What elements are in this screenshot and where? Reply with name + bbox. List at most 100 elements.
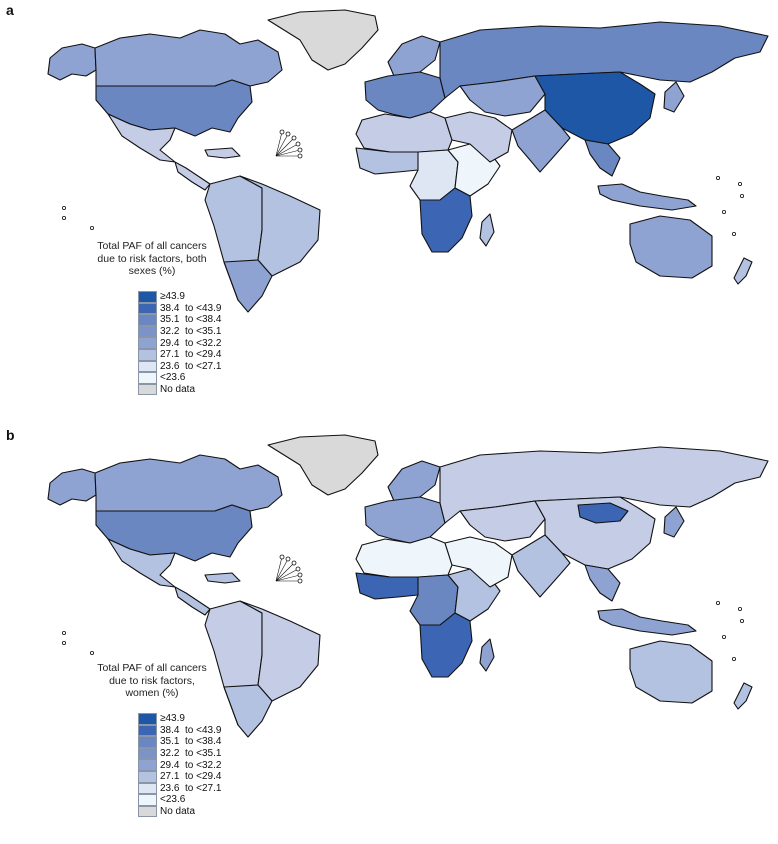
legend-title-line: Total PAF of all cancers (97, 240, 207, 252)
region-southeast-asia (584, 564, 621, 602)
legend-swatch (138, 325, 157, 338)
legend-label: 23.6 to <27.1 (160, 782, 222, 794)
island-marker (90, 225, 95, 230)
legend-label: 29.4 to <32.2 (160, 337, 222, 349)
panel-a: a Total PAF of all cancers due to risk f… (0, 0, 778, 420)
island-marker (297, 578, 303, 584)
legend-swatch (138, 314, 157, 326)
island-leader-line (275, 558, 289, 582)
island-marker (279, 129, 285, 135)
legend-swatch (138, 372, 157, 384)
region-west-africa (355, 572, 421, 600)
region-australia (629, 215, 713, 279)
region-greenland (267, 434, 379, 496)
legend-title: Total PAF of all cancers due to risk fac… (52, 662, 252, 700)
island-marker (722, 634, 727, 639)
legend-label: 29.4 to <32.2 (160, 759, 222, 771)
legend-swatch (138, 794, 157, 806)
legend-row: 35.1 to <38.4 (138, 314, 221, 326)
island-marker (62, 215, 67, 220)
legend-label: <23.6 (160, 794, 186, 806)
island-marker (279, 554, 285, 560)
legend-swatch (138, 337, 157, 349)
island-marker (738, 181, 743, 186)
legend-row: 35.1 to <38.4 (138, 736, 221, 748)
legend-label: 32.2 to <35.1 (160, 326, 222, 338)
legend: ≥43.9 38.4 to <43.9 35.1 to <38.4 32.2 to <… (138, 291, 222, 396)
island-marker (62, 630, 67, 635)
region-indonesia (597, 183, 697, 211)
legend-row: No data (138, 805, 221, 818)
region-europe (364, 71, 446, 119)
region-central-asia (459, 500, 546, 542)
legend-row: <23.6 (138, 372, 221, 384)
region-madagascar (479, 638, 495, 672)
island-marker (297, 572, 303, 578)
region-central-america (174, 586, 211, 616)
island-marker (291, 135, 297, 141)
region-alaska (47, 43, 97, 81)
island-marker (285, 556, 291, 562)
island-leader-line (275, 149, 301, 157)
island-marker (738, 606, 743, 611)
island-leader-line (275, 568, 299, 582)
legend-swatch (138, 360, 157, 373)
region-south-asia (511, 534, 571, 598)
island-marker (285, 131, 291, 137)
region-north-africa (355, 536, 453, 578)
region-madagascar (479, 213, 495, 247)
legend-row: 32.2 to <35.1 (138, 747, 221, 760)
legend-swatch (138, 747, 157, 760)
island-leader-line (275, 556, 283, 582)
island-marker (722, 209, 727, 214)
island-leader-line (275, 562, 295, 582)
world-map (47, 9, 769, 313)
region-indonesia (597, 608, 697, 636)
panel-letter: a (6, 2, 14, 18)
region-mexico (107, 538, 176, 588)
legend-label: ≥43.9 (160, 291, 185, 303)
legend-swatch (138, 736, 157, 748)
legend-swatch (138, 302, 157, 315)
region-brazil (239, 600, 321, 702)
region-west-africa (355, 147, 421, 175)
legend-row: ≥43.9 (138, 291, 221, 303)
legend-title-line: due to risk factors, both (97, 252, 207, 265)
legend-row: 23.6 to <27.1 (138, 782, 222, 795)
region-japan (663, 506, 685, 538)
region-brazil (239, 175, 321, 277)
legend-row: 27.1 to <29.4 (138, 770, 222, 783)
region-mexico (107, 113, 176, 163)
legend-label: 38.4 to <43.9 (160, 724, 222, 736)
region-central-asia (459, 75, 546, 117)
legend-swatch (138, 782, 157, 795)
region-south-asia (511, 109, 571, 173)
island-marker (295, 141, 301, 147)
region-southern-africa (419, 187, 473, 253)
island-leader-line (275, 143, 299, 157)
legend-swatch (138, 713, 157, 725)
legend-row: ≥43.9 (138, 713, 221, 725)
legend-label: 23.6 to <27.1 (160, 360, 222, 372)
legend-row: 29.4 to <32.2 (138, 337, 221, 349)
region-new-zealand (733, 682, 753, 710)
panel-letter: b (6, 427, 15, 443)
legend-swatch (138, 770, 157, 783)
legend-label: 38.4 to <43.9 (160, 302, 222, 314)
legend-row: 38.4 to <43.9 (138, 302, 222, 315)
legend-label: ≥43.9 (160, 713, 185, 725)
legend-swatch (138, 759, 157, 771)
island-marker (297, 147, 303, 153)
region-southeast-asia (584, 139, 621, 177)
island-marker (90, 650, 95, 655)
legend-label: No data (160, 384, 196, 396)
region-argentina (223, 259, 273, 313)
legend-label: 27.1 to <29.4 (160, 771, 222, 783)
legend-swatch (138, 724, 157, 737)
island-marker (62, 640, 67, 645)
legend-row: 27.1 to <29.4 (138, 348, 221, 361)
island-leader-line (275, 137, 295, 157)
legend-swatch (138, 805, 157, 818)
region-australia (629, 640, 713, 704)
island-marker (716, 175, 721, 180)
